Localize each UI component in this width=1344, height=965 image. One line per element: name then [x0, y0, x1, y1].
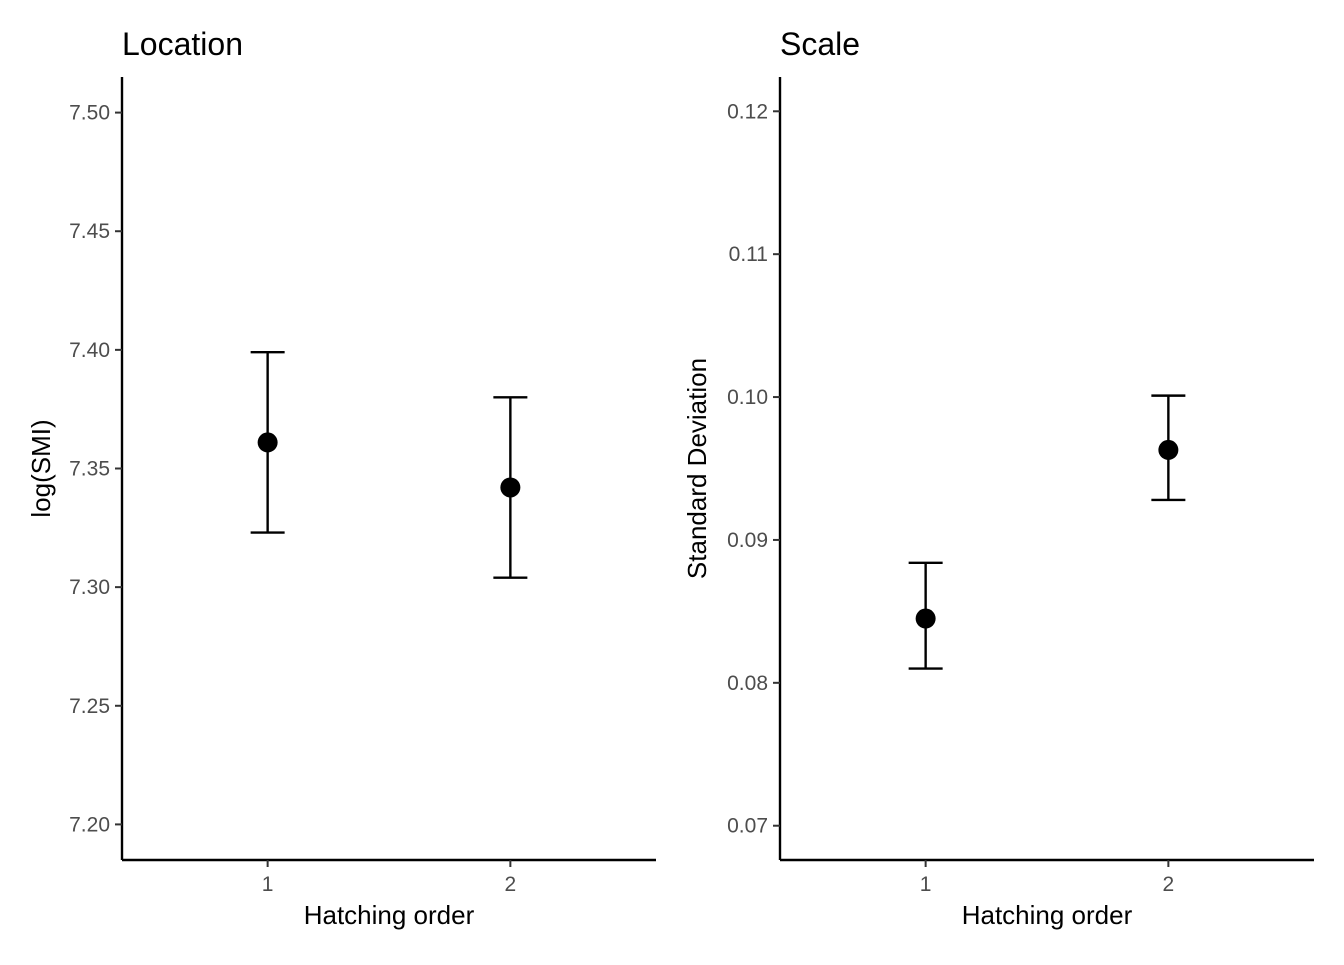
y-axis-title: log(SMI) — [26, 419, 56, 517]
x-tick-label: 1 — [920, 873, 932, 896]
panel-title: Location — [122, 26, 243, 62]
y-tick-label: 0.09 — [727, 529, 768, 552]
y-tick-label: 0.08 — [727, 672, 768, 695]
y-tick-label: 7.20 — [69, 813, 110, 836]
panel-scale: Scale 0.07 0.08 0.09 0.10 0.11 0.12 1 2 Hatching … — [682, 26, 1314, 930]
y-tick-label: 7.30 — [69, 576, 110, 599]
y-tick-label: 0.10 — [727, 386, 768, 409]
data-point — [915, 608, 936, 629]
y-tick-label: 0.12 — [727, 100, 768, 123]
y-axis-title: Standard Deviation — [682, 358, 712, 579]
x-tick-label: 1 — [262, 873, 274, 896]
y-tick-label: 7.40 — [69, 339, 110, 362]
data-point — [500, 477, 521, 498]
y-tick-label: 7.25 — [69, 695, 110, 718]
y-tick-label: 0.07 — [727, 815, 768, 838]
x-axis-title: Hatching order — [304, 900, 475, 930]
panel-location: Location 7.20 7.25 7.30 7.35 7.40 7.45 7.50 1 2 Ha… — [26, 26, 656, 930]
y-tick-label: 7.50 — [69, 102, 110, 125]
data-point — [1158, 439, 1179, 460]
x-tick-label: 2 — [1163, 873, 1175, 896]
data-point — [257, 432, 278, 453]
panel-title: Scale — [780, 26, 860, 62]
y-tick-label: 7.35 — [69, 458, 110, 481]
x-axis-title: Hatching order — [962, 900, 1133, 930]
x-tick-label: 2 — [505, 873, 517, 896]
y-tick-label: 7.45 — [69, 220, 110, 243]
y-tick-label: 0.11 — [729, 243, 768, 266]
